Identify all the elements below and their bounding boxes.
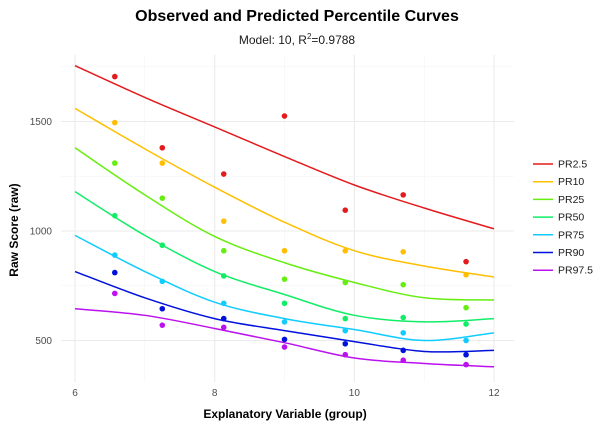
x-axis-label: Explanatory Variable (group) — [203, 407, 366, 421]
point-pr2-5 — [220, 171, 227, 177]
point-pr10 — [112, 119, 118, 126]
curve-pr90 — [74, 270, 495, 353]
legend-label: PR50 — [558, 212, 584, 224]
point-pr75 — [112, 252, 118, 258]
curve-pr10 — [74, 107, 495, 278]
y-tick-label: 1500 — [30, 117, 53, 128]
point-pr10 — [159, 160, 166, 166]
point-pr10 — [463, 272, 469, 278]
point-pr2-5 — [159, 144, 166, 151]
curve-pr75 — [74, 234, 495, 342]
subtitle-superscript: 2 — [307, 32, 312, 41]
y-axis-ticks: 500 1000 1500 — [30, 117, 53, 347]
x-tick-label: 12 — [488, 388, 500, 399]
point-pr97-5 — [400, 357, 407, 364]
observed-points — [112, 73, 469, 368]
point-pr50 — [159, 242, 166, 249]
legend-label: PR25 — [558, 194, 584, 206]
point-pr25 — [159, 195, 166, 201]
point-pr75 — [220, 300, 227, 307]
point-pr75 — [342, 327, 349, 334]
legend-item-pr50: PR50 — [533, 212, 584, 224]
point-pr25 — [463, 304, 469, 311]
chart-subtitle: Model: 10, R2=0.9788 — [239, 32, 356, 47]
legend-label: PR97.5 — [558, 265, 593, 277]
point-pr10 — [281, 247, 288, 254]
legend-item-pr90: PR90 — [533, 247, 584, 259]
x-tick-label: 8 — [212, 388, 218, 399]
point-pr25 — [400, 281, 407, 288]
x-tick-label: 10 — [349, 388, 361, 399]
curve-pr97-5 — [74, 307, 495, 368]
point-pr10 — [342, 247, 349, 254]
point-pr90 — [400, 347, 407, 354]
legend-label: PR10 — [558, 176, 584, 188]
point-pr97-5 — [220, 324, 227, 331]
point-pr97-5 — [463, 361, 469, 368]
point-pr2-5 — [463, 258, 469, 265]
legend-item-pr10: PR10 — [533, 176, 584, 188]
point-pr90 — [159, 305, 166, 312]
point-pr2-5 — [112, 73, 118, 80]
subtitle-prefix: Model: 10, R — [239, 33, 307, 47]
point-pr50 — [220, 273, 227, 279]
point-pr25 — [220, 247, 227, 254]
point-pr50 — [281, 300, 288, 307]
curve-pr50 — [74, 190, 495, 323]
point-pr90 — [342, 340, 349, 347]
legend-item-pr97-5: PR97.5 — [533, 265, 593, 277]
point-pr75 — [281, 319, 288, 325]
legend-item-pr2-5: PR2.5 — [533, 159, 587, 171]
legend-label: PR75 — [558, 229, 584, 241]
y-tick-label: 1000 — [30, 227, 53, 238]
legend-label: PR2.5 — [558, 159, 587, 171]
x-axis-ticks: 6 8 10 12 — [72, 388, 500, 399]
curve-pr25 — [74, 147, 495, 301]
point-pr25 — [112, 160, 118, 166]
point-pr97-5 — [112, 290, 118, 297]
y-axis-label: Raw Score (raw) — [7, 183, 21, 276]
point-pr90 — [281, 336, 288, 343]
point-pr97-5 — [159, 322, 166, 328]
point-pr75 — [159, 278, 166, 285]
x-tick-label: 6 — [72, 388, 78, 399]
point-pr10 — [400, 249, 407, 255]
point-pr50 — [342, 315, 349, 322]
point-pr10 — [220, 218, 227, 224]
chart-title: Observed and Predicted Percentile Curves — [135, 8, 459, 25]
point-pr97-5 — [342, 351, 349, 358]
point-pr90 — [112, 269, 118, 276]
point-pr2-5 — [400, 192, 407, 198]
curve-pr2-5 — [74, 64, 495, 230]
point-pr25 — [342, 279, 349, 286]
point-pr50 — [463, 321, 469, 327]
point-pr50 — [400, 314, 407, 321]
point-pr2-5 — [281, 113, 288, 119]
point-pr97-5 — [281, 344, 288, 350]
percentile-curves — [74, 64, 495, 368]
point-pr90 — [463, 351, 469, 358]
legend: PR2.5 PR10 PR25 PR50 PR75 PR90 PR97.5 — [533, 159, 593, 277]
y-tick-label: 500 — [35, 336, 52, 347]
legend-label: PR90 — [558, 247, 584, 259]
point-pr2-5 — [342, 207, 349, 213]
legend-item-pr75: PR75 — [533, 229, 584, 241]
point-pr90 — [220, 315, 227, 322]
legend-item-pr25: PR25 — [533, 194, 584, 206]
subtitle-suffix: =0.9788 — [311, 33, 355, 47]
point-pr75 — [400, 330, 407, 336]
grid — [61, 55, 514, 382]
point-pr75 — [463, 337, 469, 344]
point-pr25 — [281, 276, 288, 282]
point-pr50 — [112, 212, 118, 219]
